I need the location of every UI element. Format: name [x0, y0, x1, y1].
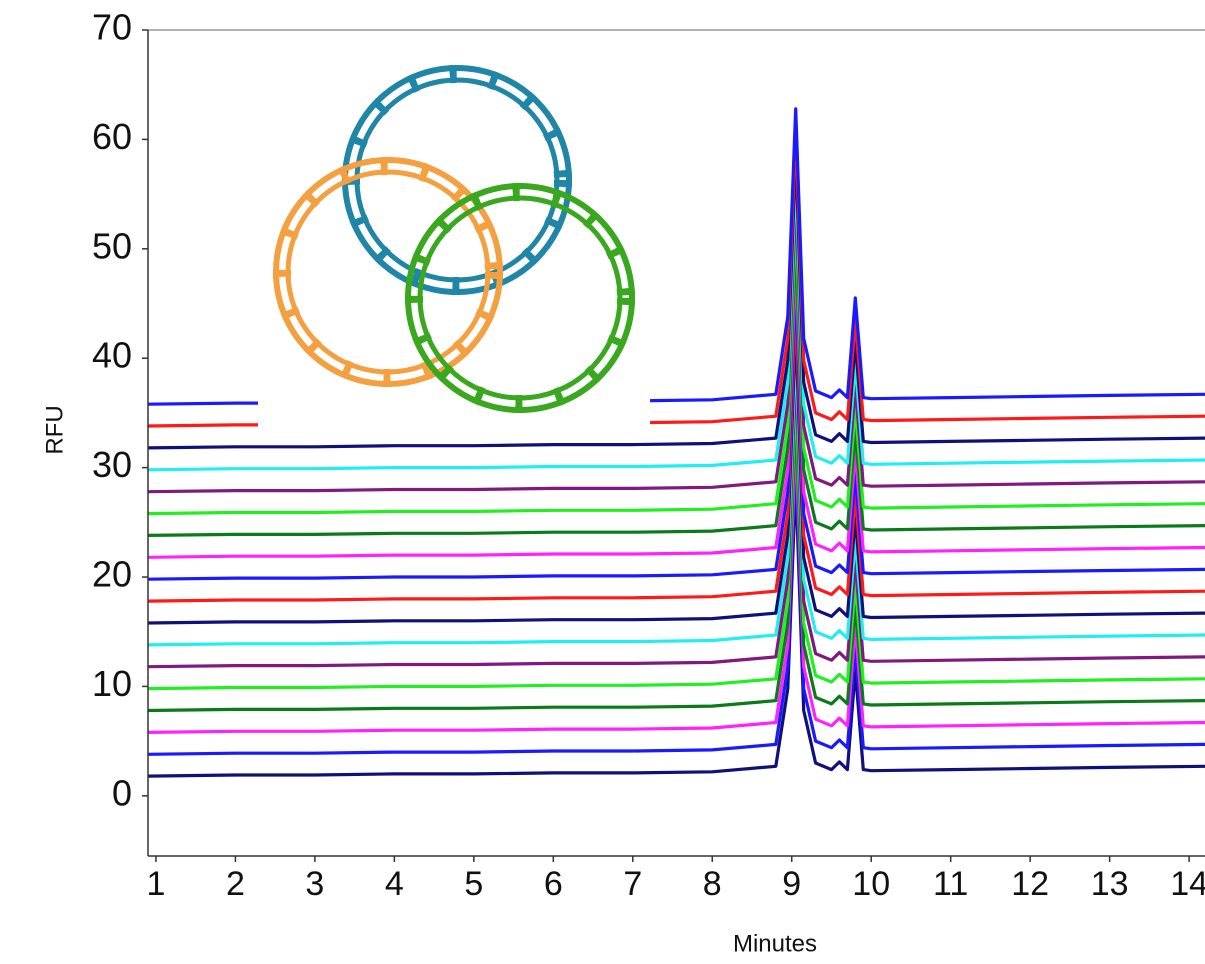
- y-tick-label: 0: [112, 772, 132, 813]
- x-tick-label: 7: [623, 865, 642, 903]
- x-tick-label: 8: [703, 865, 722, 903]
- y-tick-label: 50: [92, 225, 132, 266]
- x-tick-label: 5: [464, 865, 483, 903]
- x-tick-label: 11: [933, 865, 968, 903]
- trace: [147, 216, 1205, 516]
- trace: [147, 457, 1205, 756]
- y-tick-label: 70: [92, 7, 132, 48]
- y-axis-label: RFU: [41, 405, 68, 454]
- x-tick-label: 13: [1091, 865, 1129, 903]
- trace: [147, 282, 1205, 581]
- y-tick-label: 60: [92, 116, 132, 157]
- x-tick-label: 4: [385, 865, 404, 903]
- dna-logo: [258, 40, 650, 440]
- ring-rungs: [273, 157, 503, 387]
- y-tick-label: 20: [92, 554, 132, 595]
- trace: [147, 347, 1205, 647]
- y-tick-label: 30: [92, 444, 132, 485]
- x-tick-label: 3: [305, 865, 324, 903]
- trace: [147, 238, 1205, 537]
- x-tick-label: 10: [852, 865, 890, 903]
- trace: [147, 304, 1205, 603]
- trace: [147, 194, 1205, 494]
- trace: [147, 479, 1205, 778]
- trace: [147, 391, 1205, 691]
- y-tick-label: 10: [92, 663, 132, 704]
- trace: [147, 326, 1205, 625]
- trace: [147, 435, 1205, 734]
- logo-background: [258, 40, 650, 440]
- x-tick-label: 6: [544, 865, 563, 903]
- trace: [147, 172, 1205, 472]
- x-tick-label: 2: [226, 865, 245, 903]
- trace: [147, 413, 1205, 713]
- x-tick-label: 1: [146, 865, 165, 903]
- orange-ring: [273, 157, 503, 387]
- x-tick-label: 14: [1170, 865, 1205, 903]
- y-tick-label: 40: [92, 335, 132, 376]
- x-tick-label: 9: [782, 865, 801, 903]
- trace: [147, 260, 1205, 559]
- x-tick-label: 12: [1011, 865, 1049, 903]
- green-ring: [405, 183, 635, 413]
- x-axis-label: Minutes: [733, 930, 817, 957]
- traces: [147, 107, 1205, 778]
- ring-rungs: [405, 183, 635, 413]
- trace: [147, 369, 1205, 669]
- trace: [147, 150, 1205, 450]
